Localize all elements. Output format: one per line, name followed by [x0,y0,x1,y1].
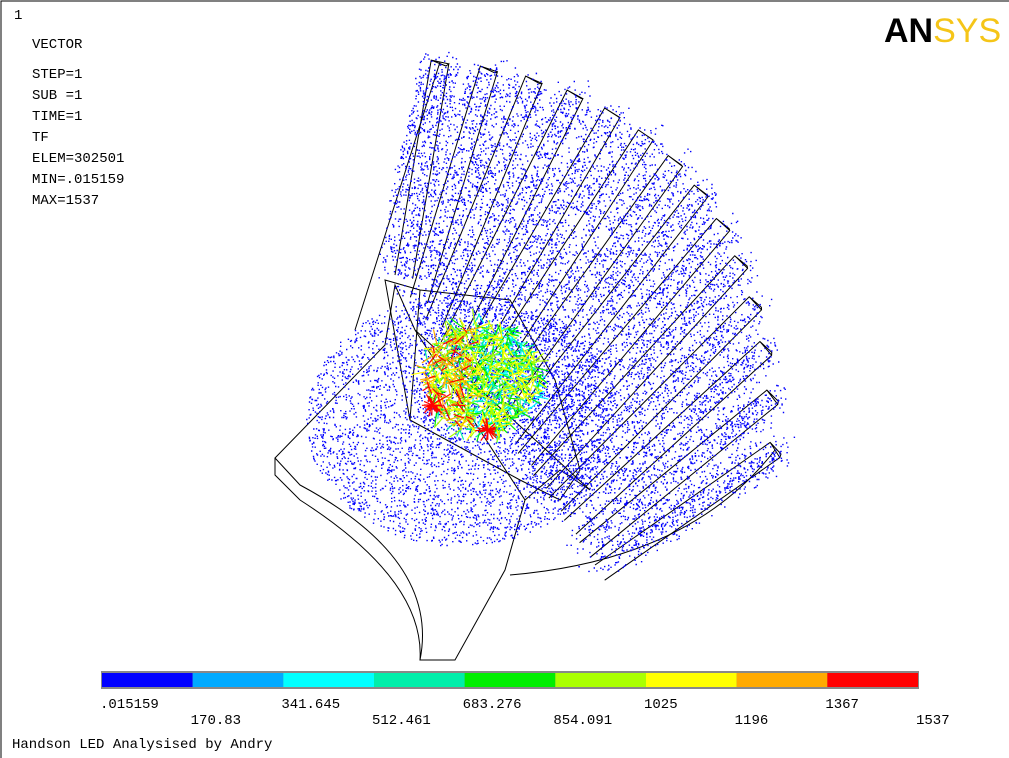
legend-label: .015159 [100,697,159,713]
info-line: MIN=.015159 [32,172,124,188]
fin-outline [533,255,749,489]
info-line: SUB =1 [32,88,82,104]
legend-swatch [827,673,918,687]
legend-label: 683.276 [463,697,522,713]
logo-bold: AN [884,12,933,50]
legend-swatch [102,673,193,687]
legend-swatch [464,673,556,687]
info-line: ELEM=302501 [32,151,124,167]
legend-swatch [192,673,284,687]
info-block: STEP=1 SUB =1 TIME=1 TF ELEM=302501 MIN=.0151… [32,67,124,209]
footer-caption: Handson LED Analysised by Andry [12,737,272,753]
legend-swatch [374,673,465,687]
vector-arrow-group [421,326,498,442]
legend-swatch [736,673,828,687]
fin-outline [486,154,684,421]
legend-swatch [646,673,737,687]
logo: ANSYS [884,12,1001,50]
legend-label: 170.83 [191,713,241,729]
info-line: STEP=1 [32,67,82,83]
fin-outline [548,296,763,512]
fin-outline [425,75,543,328]
legend-swatch [555,673,646,687]
legend-label: 1025 [644,697,678,713]
housing-outline [274,283,591,661]
vector-arrow-group [415,324,483,430]
legend-label: 512.461 [372,713,431,729]
fin-outline [471,129,654,398]
logo-light: SYS [933,12,1001,50]
info-line: MAX=1537 [32,193,99,209]
window-number: 1 [14,8,22,24]
legend-label: 1367 [825,697,859,713]
vector-arrows [411,308,549,444]
info-line: TF [32,130,49,146]
legend-label: 1537 [916,713,950,729]
legend-label: 1196 [735,713,769,729]
fin-outline [517,217,731,466]
legend-swatch [283,673,374,687]
legend: .015159 170.83 341.645 512.461 683.276 854.09… [100,671,950,729]
info-line: TIME=1 [32,109,82,125]
plot-type: VECTOR [32,37,83,53]
legend-label: 341.645 [281,697,340,713]
legend-label: 854.091 [553,713,612,729]
